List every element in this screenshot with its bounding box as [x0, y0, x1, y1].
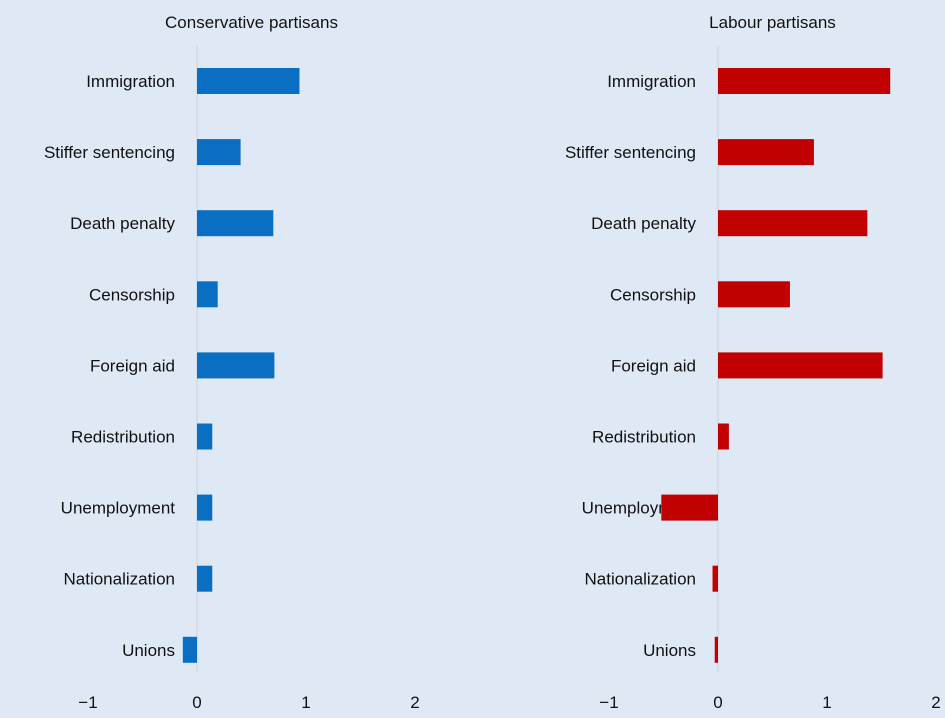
conservative-panel-title: Conservative partisans	[165, 13, 338, 32]
conservative-label-redistribution: Redistribution	[71, 428, 175, 447]
labour-xtick-0: −1	[599, 693, 618, 712]
labour-label-unions: Unions	[643, 641, 696, 660]
labour-bar-stiffer-sentencing	[718, 139, 814, 166]
conservative-bar-nationalization	[197, 565, 213, 592]
labour-xtick-1: 0	[713, 693, 722, 712]
conservative-bar-unemployment	[197, 494, 213, 521]
conservative-xtick-3: 2	[410, 693, 419, 712]
labour-bar-foreign-aid	[718, 352, 883, 379]
conservative-bar-immigration	[197, 68, 300, 94]
conservative-label-unions: Unions	[122, 641, 175, 660]
labour-bar-unemployment	[661, 494, 718, 521]
labour-label-stiffer-sentencing: Stiffer sentencing	[565, 143, 696, 162]
conservative-label-immigration: Immigration	[86, 72, 175, 91]
conservative-bar-stiffer-sentencing	[197, 139, 241, 166]
conservative-label-censorship: Censorship	[89, 285, 175, 304]
conservative-bar-death-penalty	[197, 210, 274, 237]
conservative-label-nationalization: Nationalization	[63, 570, 175, 589]
labour-label-nationalization: Nationalization	[584, 570, 696, 589]
labour-bar-censorship	[718, 281, 790, 308]
panel-labour: Labour partisans Immigration Stiffer sente…	[565, 13, 941, 712]
labour-xtick-3: 2	[931, 693, 940, 712]
labour-label-immigration: Immigration	[607, 72, 696, 91]
conservative-bar-unions	[182, 636, 197, 663]
labour-bar-redistribution	[718, 423, 729, 450]
labour-bar-immigration	[718, 68, 891, 94]
panel-conservative: Conservative partisans Immigration Stiffer…	[44, 13, 420, 712]
labour-label-death-penalty: Death penalty	[591, 214, 696, 233]
labour-panel-title: Labour partisans	[709, 13, 836, 32]
labour-xtick-2: 1	[822, 693, 831, 712]
labour-label-redistribution: Redistribution	[592, 428, 696, 447]
labour-label-censorship: Censorship	[610, 285, 696, 304]
labour-bar-unions	[714, 636, 718, 663]
conservative-bar-redistribution	[197, 423, 213, 450]
conservative-bar-foreign-aid	[197, 352, 275, 379]
labour-label-foreign-aid: Foreign aid	[611, 356, 696, 375]
conservative-label-unemployment: Unemployment	[61, 499, 176, 518]
conservative-xtick-2: 1	[301, 693, 310, 712]
labour-bar-death-penalty	[718, 210, 868, 237]
conservative-bar-censorship	[197, 281, 218, 308]
conservative-label-death-penalty: Death penalty	[70, 214, 175, 233]
conservative-label-foreign-aid: Foreign aid	[90, 356, 175, 375]
conservative-xtick-0: −1	[78, 693, 97, 712]
labour-bar-nationalization	[712, 565, 718, 592]
conservative-xtick-1: 0	[192, 693, 201, 712]
conservative-label-stiffer-sentencing: Stiffer sentencing	[44, 143, 175, 162]
